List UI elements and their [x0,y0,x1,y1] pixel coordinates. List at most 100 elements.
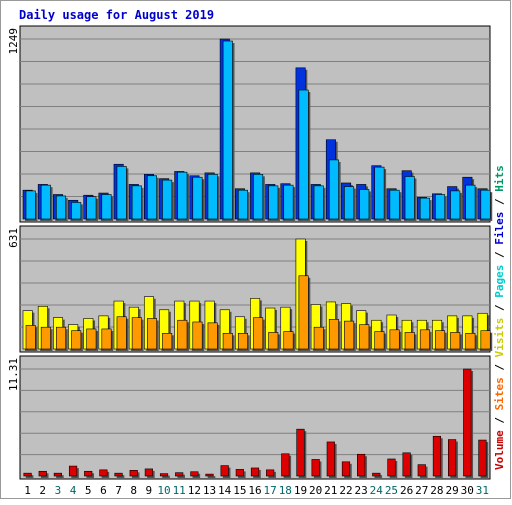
x-tick-label: 30 [461,484,474,497]
bar-sites-11 [177,319,188,350]
bar-volume-28 [432,435,442,477]
x-tick-label: 18 [279,484,292,497]
bar-volume-3 [53,472,62,477]
legend-part: / [493,298,506,318]
legend-part: Visits [493,318,506,358]
x-tick-label: 22 [339,484,352,497]
legend-part: Sites [493,377,506,410]
legend-part: / [493,357,506,377]
bar-volume-8 [129,470,138,477]
bar-files-21 [328,159,339,220]
bar-files-3 [56,195,67,220]
bar-volume-31 [478,439,487,477]
panel-background [19,355,491,480]
x-tick-label: 19 [294,484,307,497]
bar-sites-13 [207,322,218,350]
x-tick-label: 28 [430,484,443,497]
bar-files-24 [374,166,385,220]
series-files [25,40,493,222]
x-tick-label: 1 [24,484,31,497]
bar-sites-8 [131,317,142,350]
legend-part: / [493,410,506,430]
bar-sites-6 [101,328,112,350]
bar-files-31 [480,189,491,220]
bar-files-11 [177,171,188,220]
bar-sites-15 [237,333,248,350]
x-tick-label: 8 [130,484,137,497]
bar-volume-21 [326,441,335,477]
x-tick-label: 23 [355,484,368,497]
bar-sites-29 [450,332,461,350]
chart-legend: Volume / Sites / Visits / Pages / Files … [493,165,506,470]
chart-panels: 1249 631 11.31 [7,25,493,480]
bar-volume-13 [205,473,214,477]
x-tick-label: 29 [445,484,458,497]
bar-volume-6 [99,469,108,477]
bar-files-14 [222,40,233,220]
x-tick-label: 13 [203,484,216,497]
bar-sites-31 [480,330,491,350]
x-tick-label: 26 [400,484,413,497]
bar-files-2 [40,184,51,220]
series-volume [23,368,489,478]
bar-files-16 [253,174,264,220]
x-tick-label: 31 [476,484,489,497]
x-tick-label: 6 [100,484,107,497]
x-tick-label: 3 [55,484,62,497]
bar-files-23 [359,189,370,220]
bar-sites-3 [56,326,67,350]
x-tick-label: 10 [157,484,170,497]
bar-files-7 [116,166,127,220]
bar-sites-9 [146,318,157,350]
bar-files-13 [207,174,218,220]
bar-sites-23 [359,324,370,350]
x-tick-label: 27 [415,484,428,497]
hits-files-panel: 1249 [7,25,493,223]
bar-files-5 [86,196,97,220]
x-tick-label: 5 [85,484,92,497]
bar-files-25 [389,189,400,220]
bar-files-22 [344,186,355,220]
chart-title: Daily usage for August 2019 [19,8,214,22]
bar-files-28 [435,194,446,220]
bar-sites-21 [328,319,339,350]
bar-files-30 [465,184,476,220]
bar-files-18 [283,184,294,220]
bar-files-19 [298,89,309,220]
y-axis-max-label: 1249 [7,28,20,55]
legend-part: Files [493,212,506,245]
x-tick-label: 7 [115,484,122,497]
bar-volume-20 [311,459,320,477]
x-tick-label: 12 [188,484,201,497]
bar-shadow [207,476,216,478]
bar-sites-27 [419,329,430,350]
y-axis-max-label: 631 [7,228,20,248]
bar-files-17 [268,185,279,220]
bar-shadow [25,475,34,478]
bar-volume-15 [235,469,244,477]
bar-sites-18 [283,331,294,350]
bar-volume-4 [68,465,78,477]
bar-sites-28 [435,330,446,350]
bar-volume-2 [38,470,47,477]
bar-files-9 [146,175,157,220]
bar-volume-27 [417,464,426,477]
bar-sites-30 [465,333,476,350]
bar-shadow [56,475,64,478]
bar-volume-26 [402,452,411,477]
bar-files-10 [162,179,173,220]
x-tick-label: 16 [248,484,261,497]
bar-shadow [162,475,170,478]
bar-volume-29 [448,439,457,477]
x-tick-label: 4 [70,484,77,497]
bar-files-4 [71,202,82,220]
bar-volume-5 [84,470,93,477]
visits-sites-panel: 631 [7,225,493,353]
legend-part: Pages [493,265,506,298]
bar-files-1 [25,190,36,220]
bar-sites-24 [374,331,385,350]
bar-shadow [116,475,125,478]
bar-volume-7 [114,472,123,477]
